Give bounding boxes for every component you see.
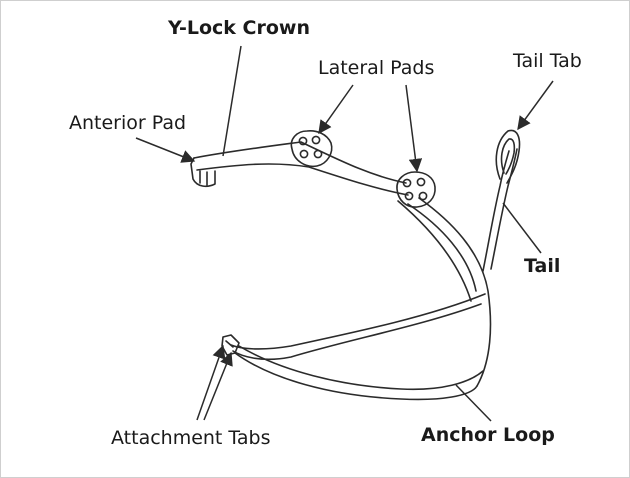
label-anterior-pad: Anterior Pad (69, 112, 187, 134)
lateral-pad-1 (290, 130, 333, 168)
leader-y-lock-crown (222, 45, 242, 157)
anterior-pad-shape (190, 157, 216, 188)
tail-strap-2 (490, 148, 518, 270)
cross-strap-top (230, 293, 486, 350)
cross-strap-bottom (232, 303, 482, 361)
label-lateral-pads: Lateral Pads (318, 57, 435, 79)
anchor-loop-outer (234, 352, 478, 401)
crown-band-top (193, 141, 407, 184)
tail-strap-1 (482, 150, 510, 272)
tail-tab-shape (495, 129, 521, 184)
label-anchor-loop: Anchor Loop (421, 424, 555, 446)
leader-lateral-pad-1 (318, 84, 354, 135)
crown-band-bottom (196, 163, 409, 196)
leader-attachment-tab-2 (203, 351, 233, 421)
label-y-lock-crown: Y-Lock Crown (168, 17, 310, 39)
anchor-loop-inner (238, 345, 484, 391)
leader-anterior-pad (135, 137, 196, 163)
label-attachment-tabs: Attachment Tabs (111, 427, 271, 449)
side-strap-outer (418, 197, 492, 387)
side-strap-inner (407, 203, 477, 292)
leader-tail (502, 202, 542, 254)
leader-tail-tab (517, 80, 554, 131)
leader-anchor-loop (455, 384, 492, 422)
lateral-pad-2 (396, 171, 436, 208)
leader-lateral-pad-2 (405, 84, 423, 173)
label-tail-tab: Tail Tab (513, 50, 582, 72)
leader-attachment-tab-1 (196, 344, 226, 421)
label-tail: Tail (524, 255, 561, 277)
